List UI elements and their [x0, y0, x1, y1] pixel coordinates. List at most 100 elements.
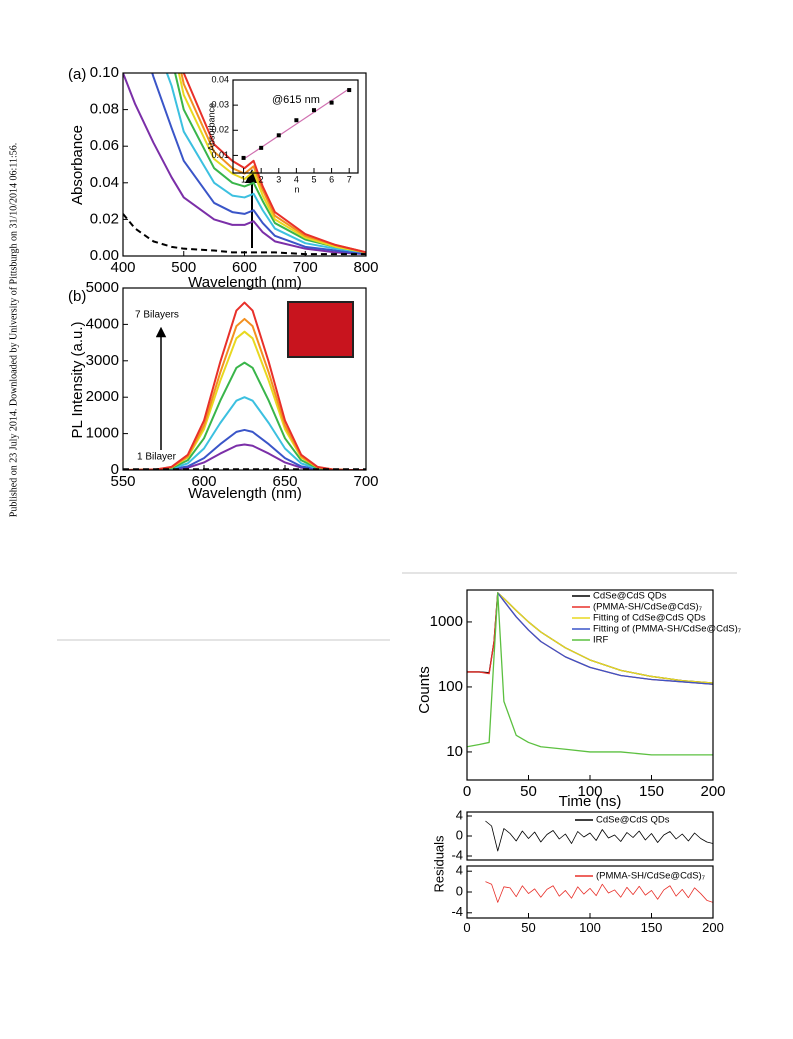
- plot-area: [485, 820, 713, 852]
- x-tick-label: 650: [272, 473, 297, 490]
- legend-label: (PMMA-SH/CdSe@CdS)₇: [593, 602, 702, 613]
- legend-label: CdSe@CdS QDs: [596, 815, 670, 826]
- series-line: [151, 73, 366, 256]
- series-line: [165, 73, 366, 254]
- y-tick-label: 0: [456, 883, 463, 898]
- y-tick-label: 2000: [86, 388, 119, 405]
- y-tick-label: -4: [451, 904, 463, 919]
- legend-label: (PMMA-SH/CdSe@CdS)₇: [596, 871, 705, 882]
- x-tick-label: 700: [293, 259, 318, 276]
- data-point: [311, 108, 316, 113]
- side-note: Published on 23 July 2014. Downloaded by…: [8, 143, 19, 517]
- series-line: [497, 592, 713, 685]
- data-point: [276, 133, 281, 138]
- series-line: [123, 428, 366, 470]
- y-tick-label: 5000: [86, 279, 119, 296]
- x-tick-label: 100: [577, 783, 602, 800]
- x-tick-label: 400: [110, 259, 135, 276]
- panel-label: (b): [68, 288, 86, 305]
- x-tick-label: 150: [641, 920, 663, 935]
- series-line: [177, 73, 366, 254]
- legend-label: IRF: [593, 635, 609, 646]
- data-point: [294, 118, 299, 123]
- y-tick-label: -4: [451, 847, 463, 862]
- series-line: [485, 820, 713, 852]
- x-tick-label: 800: [353, 259, 378, 276]
- annotation: 7 Bilayers: [135, 310, 179, 321]
- y-axis-label: Absorbance: [69, 125, 86, 205]
- x-tick-label: 1: [241, 175, 246, 185]
- data-point: [241, 155, 246, 160]
- series-line: [497, 592, 713, 684]
- data-point: [347, 88, 352, 93]
- legend-label: Fitting of CdSe@CdS QDs: [593, 613, 706, 624]
- x-axis-label: Time (ns): [559, 793, 622, 810]
- x-tick-label: 700: [353, 473, 378, 490]
- data-point: [259, 145, 264, 150]
- x-tick-label: 0: [463, 783, 471, 800]
- legend-label: CdSe@CdS QDs: [593, 591, 667, 602]
- x-tick-label: 50: [521, 920, 535, 935]
- y-tick-label: 10: [446, 743, 463, 760]
- series-line: [180, 73, 366, 254]
- y-tick-label: 4: [456, 807, 463, 822]
- panel-label: (a): [68, 66, 86, 83]
- y-tick-label: 0.02: [211, 125, 229, 135]
- axis-frame: [232, 79, 359, 174]
- x-tick-label: 0: [463, 920, 470, 935]
- y-tick-label: 0.08: [90, 101, 119, 118]
- y-tick-label: 1000: [430, 613, 463, 630]
- x-axis-label: Wavelength (nm): [188, 485, 302, 502]
- y-axis-label: PL Intensity (a.u.): [69, 321, 86, 438]
- x-tick-label: 3: [276, 175, 281, 185]
- y-tick-label: 0.00: [90, 247, 119, 264]
- legend-label: Fitting of (PMMA-SH/CdSe@CdS)₇: [593, 624, 741, 635]
- x-tick-label: 100: [579, 920, 601, 935]
- plot-area: [485, 881, 713, 903]
- x-tick-label: 200: [702, 920, 724, 935]
- y-tick-label: 100: [438, 678, 463, 695]
- x-tick-label: 5: [311, 175, 316, 185]
- y-tick-label: 0.03: [211, 100, 229, 110]
- series-line: [174, 73, 366, 254]
- y-axis-label: Counts: [416, 666, 433, 714]
- y-tick-label: 0.06: [90, 137, 119, 154]
- series-line: [123, 213, 366, 256]
- y-tick-label: 0: [456, 827, 463, 842]
- y-tick-label: 0.02: [90, 210, 119, 227]
- x-tick-label: 4: [294, 175, 299, 185]
- y-tick-label: 0.04: [211, 74, 229, 84]
- x-tick-label: 600: [232, 259, 257, 276]
- annotation: 1 Bilayer: [137, 452, 177, 463]
- y-tick-label: 0.04: [90, 174, 119, 191]
- x-tick-label: 600: [191, 473, 216, 490]
- y-axis-label: Absorbance: [206, 103, 216, 151]
- series-line: [123, 301, 366, 470]
- plot-area: [467, 592, 713, 756]
- y-tick-label: 0.01: [211, 150, 229, 160]
- x-tick-label: 150: [639, 783, 664, 800]
- x-tick-label: 2: [259, 175, 264, 185]
- series-line: [182, 73, 366, 254]
- series-line: [123, 73, 366, 256]
- annotation: @615 nm: [272, 94, 320, 106]
- y-tick-label: 0: [111, 461, 119, 478]
- y-tick-label: 1000: [86, 425, 119, 442]
- y-tick-label: 3000: [86, 352, 119, 369]
- y-tick-label: 4000: [86, 315, 119, 332]
- x-tick-label: 550: [110, 473, 135, 490]
- axis-frame: [466, 589, 714, 781]
- series-line: [467, 592, 713, 756]
- sample-photo: [287, 301, 354, 358]
- x-tick-label: 7: [347, 175, 352, 185]
- axis-frame: [122, 287, 367, 471]
- axis-frame: [466, 865, 714, 919]
- x-tick-label: 200: [700, 783, 725, 800]
- x-axis-label: n: [294, 184, 299, 194]
- y-tick-label: 4: [456, 863, 463, 878]
- axis-frame: [466, 811, 714, 861]
- y-tick-label: 0.10: [90, 64, 119, 81]
- x-axis-label: Wavelength (nm): [188, 274, 302, 291]
- y-axis-label: Residuals: [431, 835, 446, 893]
